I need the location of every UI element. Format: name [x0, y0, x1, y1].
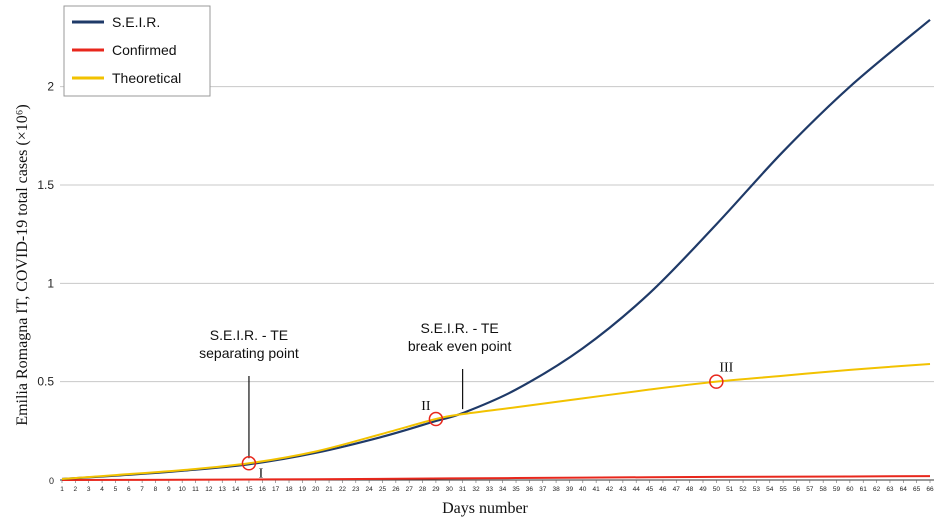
- marker-label: I: [259, 466, 264, 481]
- x-tick-labels: 1 2 3 4 5 6 7 8 9 10 11 12 13 14 15 16 17 18 19 20 21 22 23 24 2…: [60, 480, 934, 493]
- x-tick-label: 12: [205, 486, 213, 493]
- x-tick-label: 35: [512, 486, 520, 493]
- x-tick-label: 9: [167, 486, 171, 493]
- x-tick-label: 39: [566, 486, 574, 493]
- x-tick-label: 43: [619, 486, 627, 493]
- x-tick-label: 18: [285, 486, 293, 493]
- y-tick-label: 1: [47, 276, 54, 290]
- x-tick-label: 22: [339, 486, 347, 493]
- x-tick-label: 8: [154, 486, 158, 493]
- annotations: S.E.I.R. - TE separating point S.E.I.R. - …: [199, 320, 512, 459]
- x-tick-label: 63: [886, 486, 894, 493]
- legend: S.E.I.R. Confirmed Theoretical: [63, 5, 211, 97]
- legend-label: S.E.I.R.: [112, 14, 160, 30]
- x-tick-label: 33: [486, 486, 494, 493]
- series-line-theoretical: [61, 362, 931, 481]
- x-tick-label: 17: [272, 486, 280, 493]
- y-axis-label: Emilia Romagna IT, COVID-19 total cases …: [14, 104, 31, 425]
- series-lines: [61, 18, 931, 481]
- x-tick-label: 66: [926, 486, 934, 493]
- x-tick-label: 65: [913, 486, 921, 493]
- series-line-confirmed: [61, 475, 931, 481]
- y-tick-label: 1.5: [37, 178, 54, 192]
- x-tick-label: 5: [114, 486, 118, 493]
- marker-label: II: [421, 399, 431, 414]
- x-tick-label: 10: [179, 486, 187, 493]
- x-tick-label: 50: [713, 486, 721, 493]
- y-tick-labels: 0 0.5 1 1.5 2: [37, 80, 54, 486]
- y-tick-label: 2: [47, 80, 54, 94]
- x-tick-label: 62: [873, 486, 881, 493]
- x-tick-label: 34: [499, 486, 507, 493]
- x-tick-label: 47: [673, 486, 681, 493]
- marker-circle: [428, 411, 444, 427]
- x-tick-label: 49: [699, 486, 707, 493]
- x-tick-label: 60: [846, 486, 854, 493]
- x-tick-label: 56: [793, 486, 801, 493]
- x-tick-label: 7: [140, 486, 144, 493]
- x-tick-label: 53: [753, 486, 761, 493]
- x-tick-label: 61: [860, 486, 868, 493]
- x-tick-label: 51: [726, 486, 734, 493]
- x-tick-label: 29: [432, 486, 440, 493]
- x-tick-label: 40: [579, 486, 587, 493]
- x-tick-label: 58: [820, 486, 828, 493]
- x-tick-label: 20: [312, 486, 320, 493]
- x-tick-label: 13: [219, 486, 227, 493]
- annotation-text: separating point: [199, 345, 299, 361]
- x-tick-label: 54: [766, 486, 774, 493]
- x-tick-label: 14: [232, 486, 240, 493]
- legend-label: Confirmed: [112, 42, 177, 58]
- x-tick-label: 32: [472, 486, 480, 493]
- x-tick-label: 37: [539, 486, 547, 493]
- x-tick-label: 2: [74, 486, 78, 493]
- x-tick-label: 6: [127, 486, 131, 493]
- x-tick-label: 25: [379, 486, 387, 493]
- x-tick-label: 64: [900, 486, 908, 493]
- x-tick-label: 19: [299, 486, 307, 493]
- annotation-text: break even point: [408, 338, 512, 354]
- x-tick-label: 4: [100, 486, 104, 493]
- marker-label: III: [719, 361, 733, 376]
- legend-label: Theoretical: [112, 70, 181, 86]
- x-tick-label: 57: [806, 486, 814, 493]
- x-tick-label: 1: [60, 486, 64, 493]
- x-tick-label: 15: [245, 486, 253, 493]
- x-tick-label: 59: [833, 486, 841, 493]
- x-tick-label: 46: [659, 486, 667, 493]
- x-tick-label: 27: [406, 486, 414, 493]
- x-tick-label: 38: [552, 486, 560, 493]
- x-tick-label: 3: [87, 486, 91, 493]
- x-tick-label: 21: [325, 486, 333, 493]
- x-tick-label: 55: [779, 486, 787, 493]
- y-tick-label: 0.5: [37, 375, 54, 389]
- annotation-text: S.E.I.R. - TE: [210, 327, 288, 343]
- x-tick-label: 11: [192, 486, 199, 493]
- x-tick-label: 41: [593, 486, 601, 493]
- annotation-text: S.E.I.R. - TE: [420, 320, 498, 336]
- x-tick-label: 44: [633, 486, 641, 493]
- marker-circle: [241, 456, 257, 471]
- x-tick-label: 48: [686, 486, 694, 493]
- x-tick-label: 16: [259, 486, 267, 493]
- x-tick-label: 28: [419, 486, 427, 493]
- x-axis-label: Days number: [442, 500, 528, 517]
- x-tick-label: 30: [446, 486, 454, 493]
- marker-circle: [709, 374, 724, 389]
- x-tick-label: 26: [392, 486, 400, 493]
- x-tick-label: 31: [459, 486, 467, 493]
- x-tick-label: 24: [366, 486, 374, 493]
- y-tick-label: 0: [49, 476, 54, 486]
- x-tick-label: 42: [606, 486, 614, 493]
- x-tick-label: 36: [526, 486, 534, 493]
- x-tick-label: 52: [739, 486, 747, 493]
- x-tick-label: 45: [646, 486, 654, 493]
- x-tick-label: 23: [352, 486, 360, 493]
